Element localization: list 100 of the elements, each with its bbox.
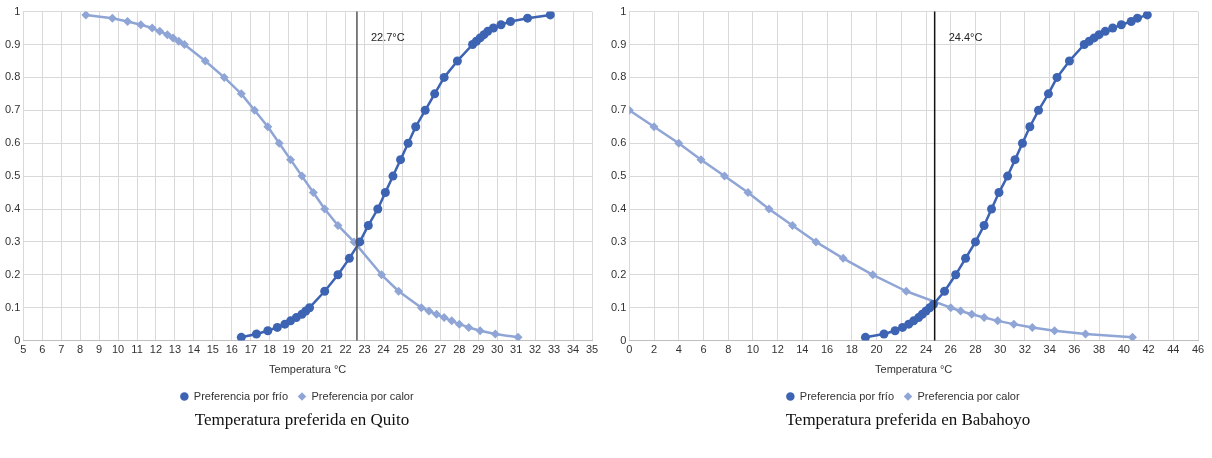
point	[396, 155, 406, 165]
x-tick-label: 8	[725, 343, 732, 356]
x-tick-label: 12	[771, 343, 784, 356]
point	[219, 72, 229, 82]
x-tick-label: 35	[585, 343, 599, 356]
point	[174, 36, 184, 46]
point	[967, 309, 977, 319]
x-tick-label: 42	[1142, 343, 1155, 356]
x-tick-label: 33	[547, 343, 561, 356]
point	[1010, 155, 1020, 165]
point	[403, 138, 413, 148]
x-tick-label: 24	[377, 343, 390, 356]
point	[879, 329, 889, 339]
ref-line-label: 24.4°C	[948, 30, 983, 43]
point	[956, 306, 966, 316]
point	[250, 105, 260, 115]
point	[454, 319, 464, 329]
point	[377, 270, 387, 280]
point	[901, 286, 911, 296]
point	[1025, 122, 1035, 132]
point	[1108, 23, 1118, 33]
point	[488, 23, 498, 33]
point	[1009, 319, 1019, 329]
point	[1064, 56, 1074, 66]
x-tick-label: 18	[845, 343, 858, 356]
x-tick-label: 23	[358, 343, 371, 356]
point	[951, 270, 961, 280]
point	[1142, 11, 1152, 20]
y-tick-label: 0.4	[4, 202, 21, 215]
point	[432, 309, 442, 319]
x-tick-label: 14	[796, 343, 809, 356]
x-tick-label: 6	[39, 343, 46, 356]
point	[447, 316, 457, 326]
x-tick-label: 9	[96, 343, 103, 356]
x-tick-label: 4	[675, 343, 682, 356]
x-tick-label: 7	[58, 343, 65, 356]
point	[1003, 171, 1013, 181]
point	[1132, 13, 1142, 23]
y-tick-label: 0.6	[4, 136, 21, 149]
point	[1052, 72, 1062, 82]
x-tick-label: 15	[206, 343, 219, 356]
point	[1080, 329, 1090, 339]
point	[251, 329, 261, 339]
x-tick-label: 30	[994, 343, 1007, 356]
x-tick-label: 46	[1191, 343, 1205, 356]
point	[320, 204, 330, 214]
point	[523, 13, 533, 23]
x-tick-label: 32	[1018, 343, 1032, 356]
text: Temperatura preferida en Quito	[193, 410, 411, 430]
point	[297, 171, 307, 181]
x-axis-title: Temperatura °C	[269, 363, 347, 376]
point	[263, 122, 273, 132]
y-tick-label: 0.9	[4, 37, 21, 50]
point	[388, 171, 398, 181]
y-tick-label: 1	[620, 4, 627, 17]
point	[286, 155, 296, 165]
x-tick-label: 26	[944, 343, 957, 356]
point	[107, 13, 117, 23]
x-tick-label: 24	[919, 343, 933, 356]
x-tick-label: 2	[650, 343, 658, 356]
legend-label: Preferencia por calor	[917, 389, 1020, 402]
legend-label: Preferencia por frío	[799, 389, 895, 402]
y-tick-label: 0.8	[4, 70, 21, 83]
x-tick-label: 20	[870, 343, 883, 356]
y-tick-label: 0.5	[4, 169, 21, 182]
point	[373, 204, 383, 214]
point	[308, 188, 318, 198]
point	[994, 188, 1004, 198]
point	[475, 326, 485, 336]
point	[274, 138, 284, 148]
point	[424, 306, 434, 316]
point	[363, 220, 373, 230]
y-tick-label: 0	[14, 333, 21, 346]
point	[1043, 89, 1053, 99]
y-tick-label: 0.8	[610, 70, 627, 83]
point	[168, 33, 178, 43]
point	[987, 204, 997, 214]
point	[333, 220, 343, 230]
legend-label: Preferencia por frío	[193, 389, 289, 402]
point	[200, 56, 210, 66]
point	[81, 11, 91, 20]
point	[513, 332, 523, 341]
x-tick-label: 14	[187, 343, 201, 356]
point	[333, 270, 343, 280]
point	[979, 313, 989, 323]
point	[838, 253, 848, 263]
x-tick-label: 17	[244, 343, 257, 356]
point	[380, 188, 390, 198]
point	[764, 204, 774, 214]
point	[1100, 26, 1110, 36]
x-tick-label: 12	[149, 343, 163, 356]
y-tick-label: 0.3	[4, 234, 21, 247]
point	[394, 286, 404, 296]
x-tick-label: 20	[301, 343, 314, 356]
x-tick-label: 6	[700, 343, 707, 356]
point	[439, 313, 449, 323]
x-tick-label: 5	[20, 343, 27, 356]
x-tick-label: 11	[131, 343, 143, 356]
point	[305, 303, 315, 313]
x-tick-label: 19	[282, 343, 295, 356]
